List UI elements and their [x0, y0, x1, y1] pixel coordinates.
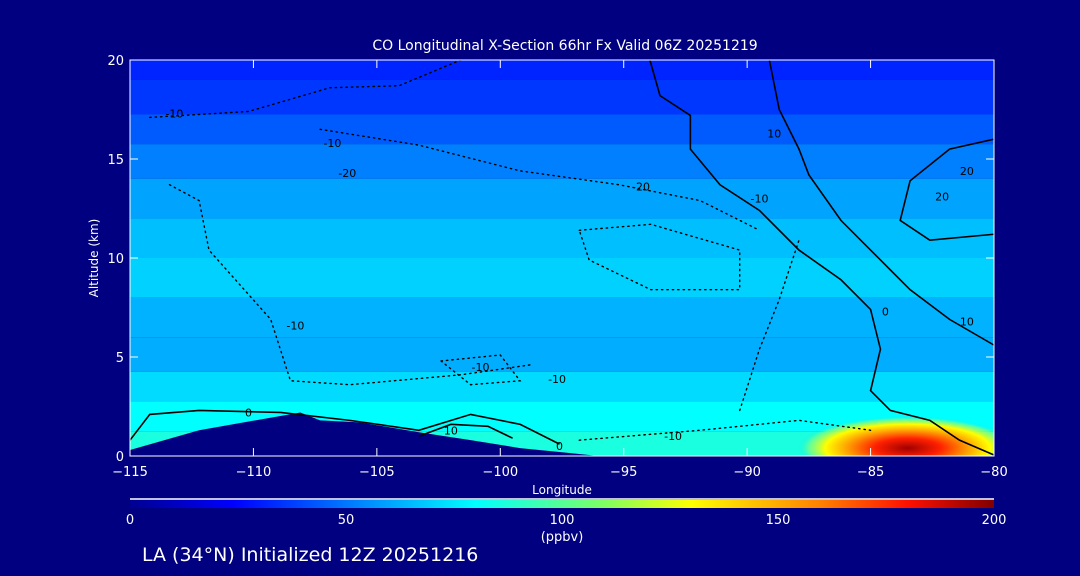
colorbar-label: (ppbv) — [541, 530, 584, 545]
contour-label: 20 — [960, 165, 974, 178]
y-tick-label: 20 — [107, 54, 124, 69]
x-tick-label: −80 — [980, 465, 1007, 480]
contour-solid — [418, 423, 513, 439]
contour-solid — [649, 60, 994, 456]
footer-text: LA (34°N) Initialized 12Z 20251216 — [142, 544, 478, 566]
y-tick-label: 0 — [116, 450, 124, 465]
y-tick-label: 15 — [107, 153, 124, 168]
field-band — [130, 371, 994, 402]
field-band — [130, 258, 994, 298]
colorbar-tick-label: 200 — [982, 513, 1007, 528]
contour-label: 0 — [556, 440, 563, 453]
contour-dotted — [149, 60, 462, 119]
colorbar — [130, 500, 994, 508]
colorbar-ticks: 0 50 100 150 200 — [126, 513, 1007, 528]
contour-label: -10 — [548, 373, 566, 386]
contour-label: 0 — [882, 305, 889, 318]
y-axis-label: Altitude (km) — [87, 219, 101, 298]
contour-dotted — [739, 239, 800, 412]
field-band — [130, 178, 994, 219]
contour-labels: -10 -10 -20 -20 -10 10 20 20 -10 -10 -10 0 10 0 -10 0 10 — [165, 107, 973, 453]
contour-dotted — [168, 184, 531, 386]
contour-label: -10 — [165, 107, 183, 120]
contour-dotted — [578, 223, 741, 291]
colorbar-tick-label: 100 — [550, 513, 575, 528]
field-band — [130, 60, 994, 80]
contour-label: 20 — [935, 191, 949, 204]
x-tick-label: −90 — [733, 465, 760, 480]
contour-label: -10 — [286, 319, 304, 332]
field-band — [130, 218, 994, 258]
y-tick-label: 5 — [116, 351, 124, 366]
contour-label: 10 — [767, 127, 781, 140]
contour-label: 10 — [444, 424, 458, 437]
colorbar-tick-label: 50 — [338, 513, 355, 528]
x-tick-label: −110 — [236, 465, 272, 480]
x-tick-label: −100 — [482, 465, 518, 480]
colorbar-tick-label: 0 — [126, 513, 134, 528]
contour-label: -10 — [664, 430, 682, 443]
contour-label: -10 — [323, 137, 341, 150]
co-field — [130, 60, 994, 456]
contour-label: -20 — [632, 181, 650, 194]
x-tick-label: −115 — [112, 465, 148, 480]
contour-solid — [768, 60, 994, 346]
contour-dotted — [319, 128, 761, 231]
x-axis-label: Longitude — [532, 483, 592, 497]
axes: −115 −110 −105 −100 −95 −90 −85 −80 0 5 10 15 20 — [107, 54, 1007, 480]
contour-label: -10 — [472, 361, 490, 374]
field-band — [130, 114, 994, 145]
colorbar-tick-label: 150 — [766, 513, 791, 528]
contour-label: 0 — [245, 406, 252, 419]
contour-label: -10 — [751, 193, 769, 206]
y-tick-label: 10 — [107, 252, 124, 267]
contour-solid — [130, 409, 560, 445]
contour-lines — [130, 60, 994, 456]
chart-title: CO Longitudinal X-Section 66hr Fx Valid … — [372, 38, 757, 54]
field-band — [130, 79, 994, 115]
field-band — [130, 337, 994, 372]
contour-dotted — [440, 354, 522, 386]
x-tick-label: −95 — [610, 465, 637, 480]
terrain — [130, 412, 600, 456]
co-plume — [797, 416, 994, 456]
contour-label: -20 — [338, 167, 356, 180]
contour-dotted — [578, 419, 872, 441]
contour-label: 10 — [960, 315, 974, 328]
field-band — [130, 144, 994, 179]
x-tick-label: −85 — [857, 465, 884, 480]
contour-solid — [899, 138, 994, 242]
x-tick-label: −105 — [359, 465, 395, 480]
